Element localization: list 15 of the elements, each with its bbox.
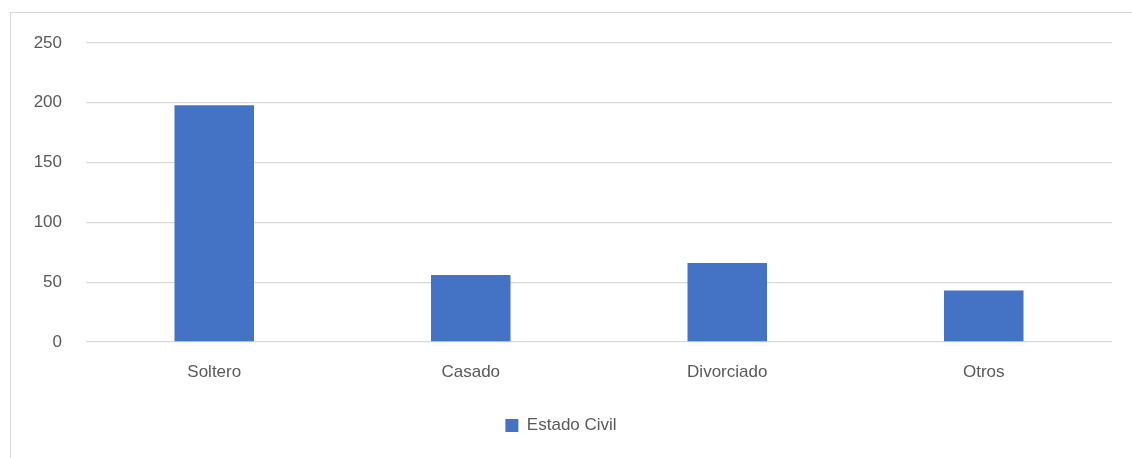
bar	[174, 105, 255, 342]
y-tick-label: 100	[33, 212, 62, 232]
x-tick-label: Divorciado	[687, 361, 768, 381]
x-tick-label: Soltero	[187, 361, 242, 381]
bar	[943, 290, 1024, 342]
y-tick-label: 250	[33, 32, 62, 52]
x-tick-label: Casado	[441, 361, 501, 381]
bar	[430, 275, 511, 342]
y-tick-label: 50	[43, 271, 62, 291]
x-tick-label: Otros	[962, 361, 1005, 381]
y-tick-label: 150	[33, 152, 62, 172]
y-tick-label: 200	[33, 92, 62, 112]
bar	[687, 263, 768, 342]
legend-label: Estado Civil	[526, 415, 617, 435]
y-tick-label: 0	[52, 331, 62, 351]
